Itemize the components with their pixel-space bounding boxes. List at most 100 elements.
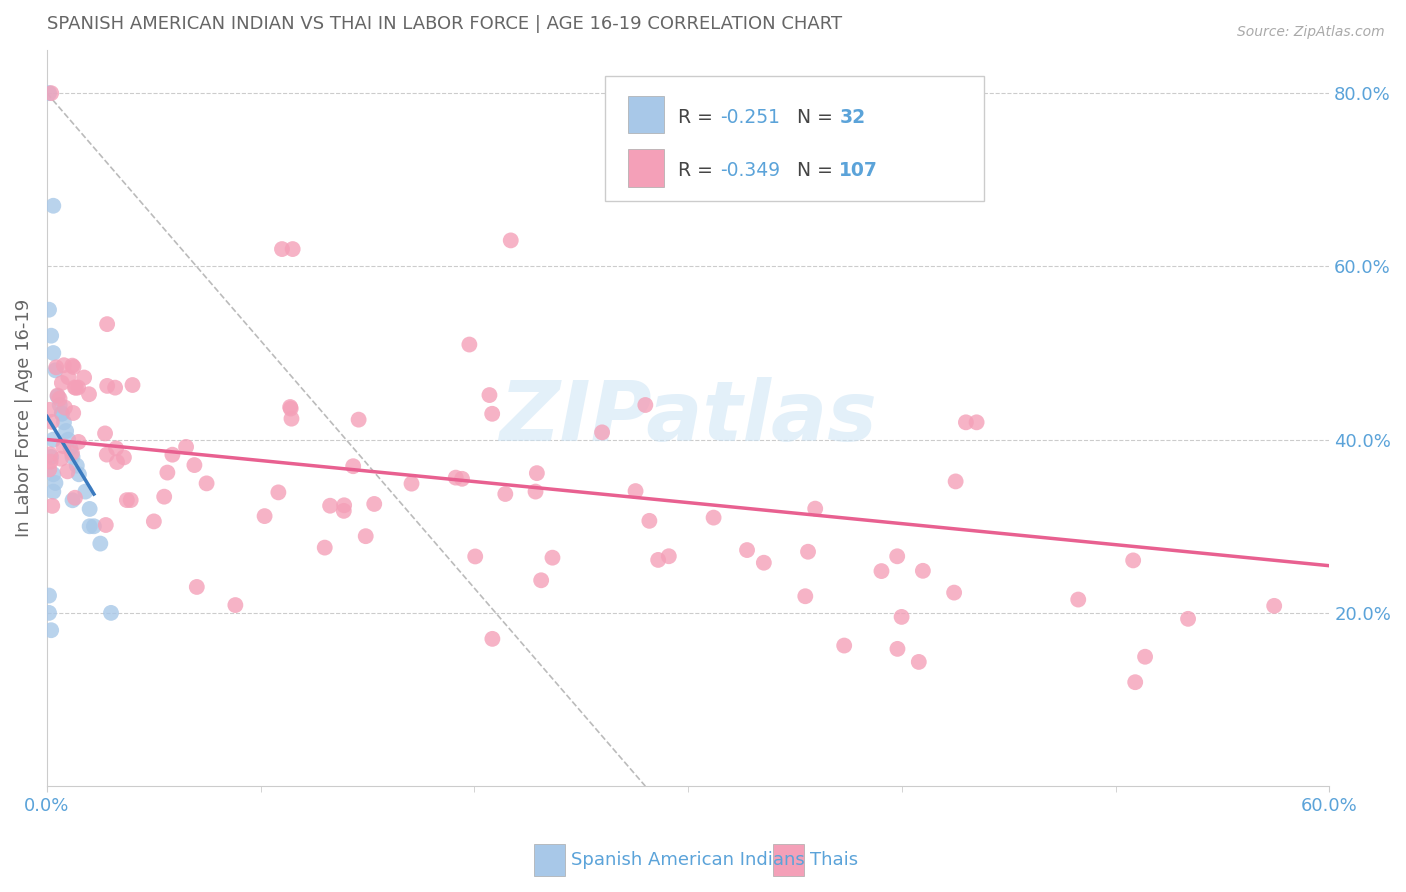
Point bbox=[911, 564, 934, 578]
Point bbox=[42, 199, 65, 213]
Point bbox=[55, 424, 77, 438]
Point bbox=[42, 433, 65, 447]
Point bbox=[624, 484, 647, 499]
Point bbox=[354, 529, 377, 543]
Point bbox=[526, 466, 548, 480]
Text: SPANISH AMERICAN INDIAN VS THAI IN LABOR FORCE | AGE 16-19 CORRELATION CHART: SPANISH AMERICAN INDIAN VS THAI IN LABOR… bbox=[46, 15, 842, 33]
Point bbox=[51, 407, 73, 421]
Point bbox=[48, 398, 70, 412]
Point bbox=[100, 606, 122, 620]
Text: N =: N = bbox=[797, 161, 839, 180]
Point bbox=[42, 484, 65, 499]
Point bbox=[401, 476, 423, 491]
Point bbox=[333, 504, 356, 518]
Point bbox=[83, 519, 105, 533]
Point bbox=[67, 434, 90, 449]
Point bbox=[45, 360, 67, 375]
Point bbox=[52, 358, 75, 372]
Point bbox=[67, 467, 90, 482]
Point bbox=[481, 632, 503, 646]
Point bbox=[46, 388, 69, 402]
Point bbox=[121, 378, 143, 392]
Point bbox=[63, 491, 86, 505]
Point bbox=[39, 455, 62, 469]
Point bbox=[142, 515, 165, 529]
Point bbox=[39, 624, 62, 638]
Point bbox=[658, 549, 681, 564]
Point bbox=[38, 86, 60, 100]
Point bbox=[56, 464, 79, 478]
Point bbox=[60, 359, 83, 373]
Point bbox=[186, 580, 208, 594]
Point bbox=[67, 380, 90, 394]
Point bbox=[703, 510, 725, 524]
Point bbox=[444, 470, 467, 484]
Point bbox=[1177, 612, 1199, 626]
Point bbox=[53, 415, 76, 429]
Text: -0.349: -0.349 bbox=[720, 161, 780, 180]
Text: 107: 107 bbox=[839, 161, 879, 180]
Point bbox=[481, 407, 503, 421]
Point bbox=[735, 543, 758, 558]
Point bbox=[1067, 592, 1090, 607]
Point bbox=[945, 475, 967, 489]
Point bbox=[41, 415, 63, 429]
Text: 32: 32 bbox=[839, 108, 866, 127]
Point bbox=[44, 475, 66, 490]
Point bbox=[494, 487, 516, 501]
Point bbox=[634, 398, 657, 412]
Point bbox=[281, 242, 304, 256]
Point bbox=[46, 389, 69, 403]
Point bbox=[65, 381, 87, 395]
Point bbox=[105, 455, 128, 469]
Point bbox=[94, 426, 117, 441]
Point bbox=[271, 242, 294, 256]
Point bbox=[752, 556, 775, 570]
Point bbox=[79, 519, 101, 533]
Point bbox=[42, 467, 65, 482]
Point bbox=[38, 462, 60, 476]
Point bbox=[105, 442, 128, 456]
Point bbox=[39, 86, 62, 100]
Point bbox=[886, 641, 908, 656]
Point bbox=[478, 388, 501, 402]
Point bbox=[363, 497, 385, 511]
Point bbox=[886, 549, 908, 564]
Point bbox=[966, 415, 988, 429]
Point bbox=[267, 485, 290, 500]
Point bbox=[48, 392, 70, 406]
Point bbox=[49, 451, 72, 466]
Text: Thais: Thais bbox=[810, 851, 858, 869]
Point bbox=[42, 346, 65, 360]
Point bbox=[39, 328, 62, 343]
Point bbox=[794, 589, 817, 603]
Point bbox=[499, 234, 522, 248]
Point bbox=[58, 433, 80, 447]
Text: R =: R = bbox=[678, 108, 718, 127]
Point bbox=[39, 447, 62, 461]
Point bbox=[890, 610, 912, 624]
Point bbox=[451, 472, 474, 486]
Text: N =: N = bbox=[797, 108, 839, 127]
Point bbox=[907, 655, 929, 669]
Point bbox=[59, 442, 82, 456]
Point bbox=[52, 439, 75, 453]
Point bbox=[120, 493, 142, 508]
Point bbox=[39, 450, 62, 464]
Point bbox=[104, 381, 127, 395]
Point bbox=[1123, 675, 1146, 690]
Point bbox=[51, 376, 73, 390]
Point bbox=[870, 564, 893, 578]
Point bbox=[638, 514, 661, 528]
Point bbox=[319, 499, 342, 513]
Point bbox=[333, 498, 356, 512]
Point bbox=[280, 411, 302, 425]
Point bbox=[314, 541, 336, 555]
Point bbox=[38, 302, 60, 317]
Point bbox=[73, 370, 96, 384]
Point bbox=[62, 406, 84, 420]
Point bbox=[541, 550, 564, 565]
Point bbox=[62, 493, 84, 508]
Text: Spanish American Indians: Spanish American Indians bbox=[571, 851, 804, 869]
Point bbox=[96, 448, 118, 462]
